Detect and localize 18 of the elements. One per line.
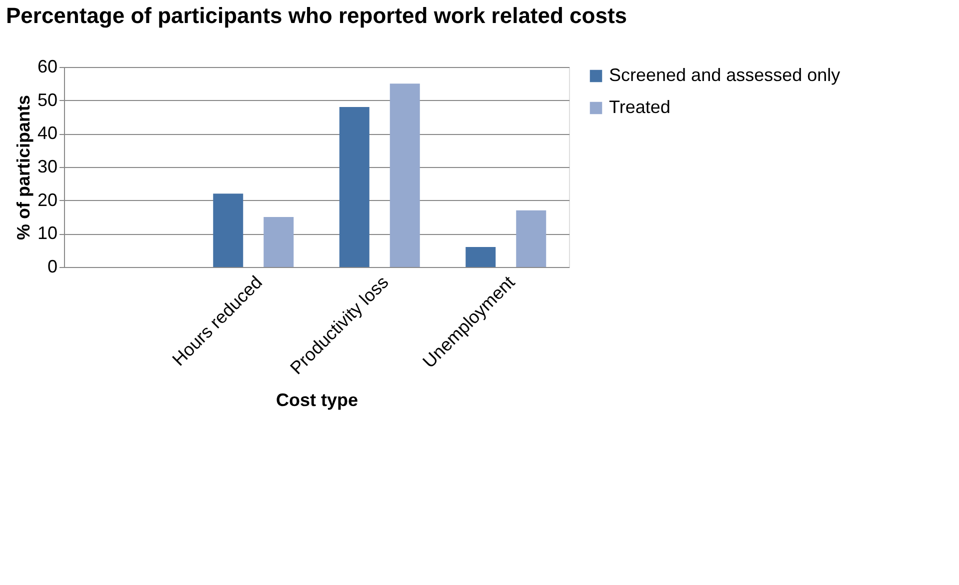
bar xyxy=(390,84,420,267)
y-tick-label: 30 xyxy=(37,156,58,176)
legend-label: Screened and assessed only xyxy=(609,65,840,85)
y-tick-label: 20 xyxy=(37,190,58,210)
y-tick-label: 40 xyxy=(37,123,58,144)
bar xyxy=(264,217,294,267)
y-tick-label: 10 xyxy=(37,223,58,244)
bar xyxy=(339,107,370,267)
bar xyxy=(213,194,244,267)
bar xyxy=(466,247,496,267)
legend-label: Treated xyxy=(609,97,670,117)
chart-title: Percentage of participants who reported work related costs xyxy=(6,3,628,28)
y-tick-label: 0 xyxy=(47,256,58,276)
y-axis-title: % of participants xyxy=(13,94,34,240)
x-axis-title: Cost type xyxy=(276,390,358,410)
y-tick-label: 50 xyxy=(37,90,58,110)
bar xyxy=(516,210,546,267)
y-tick-label: 60 xyxy=(37,56,58,76)
